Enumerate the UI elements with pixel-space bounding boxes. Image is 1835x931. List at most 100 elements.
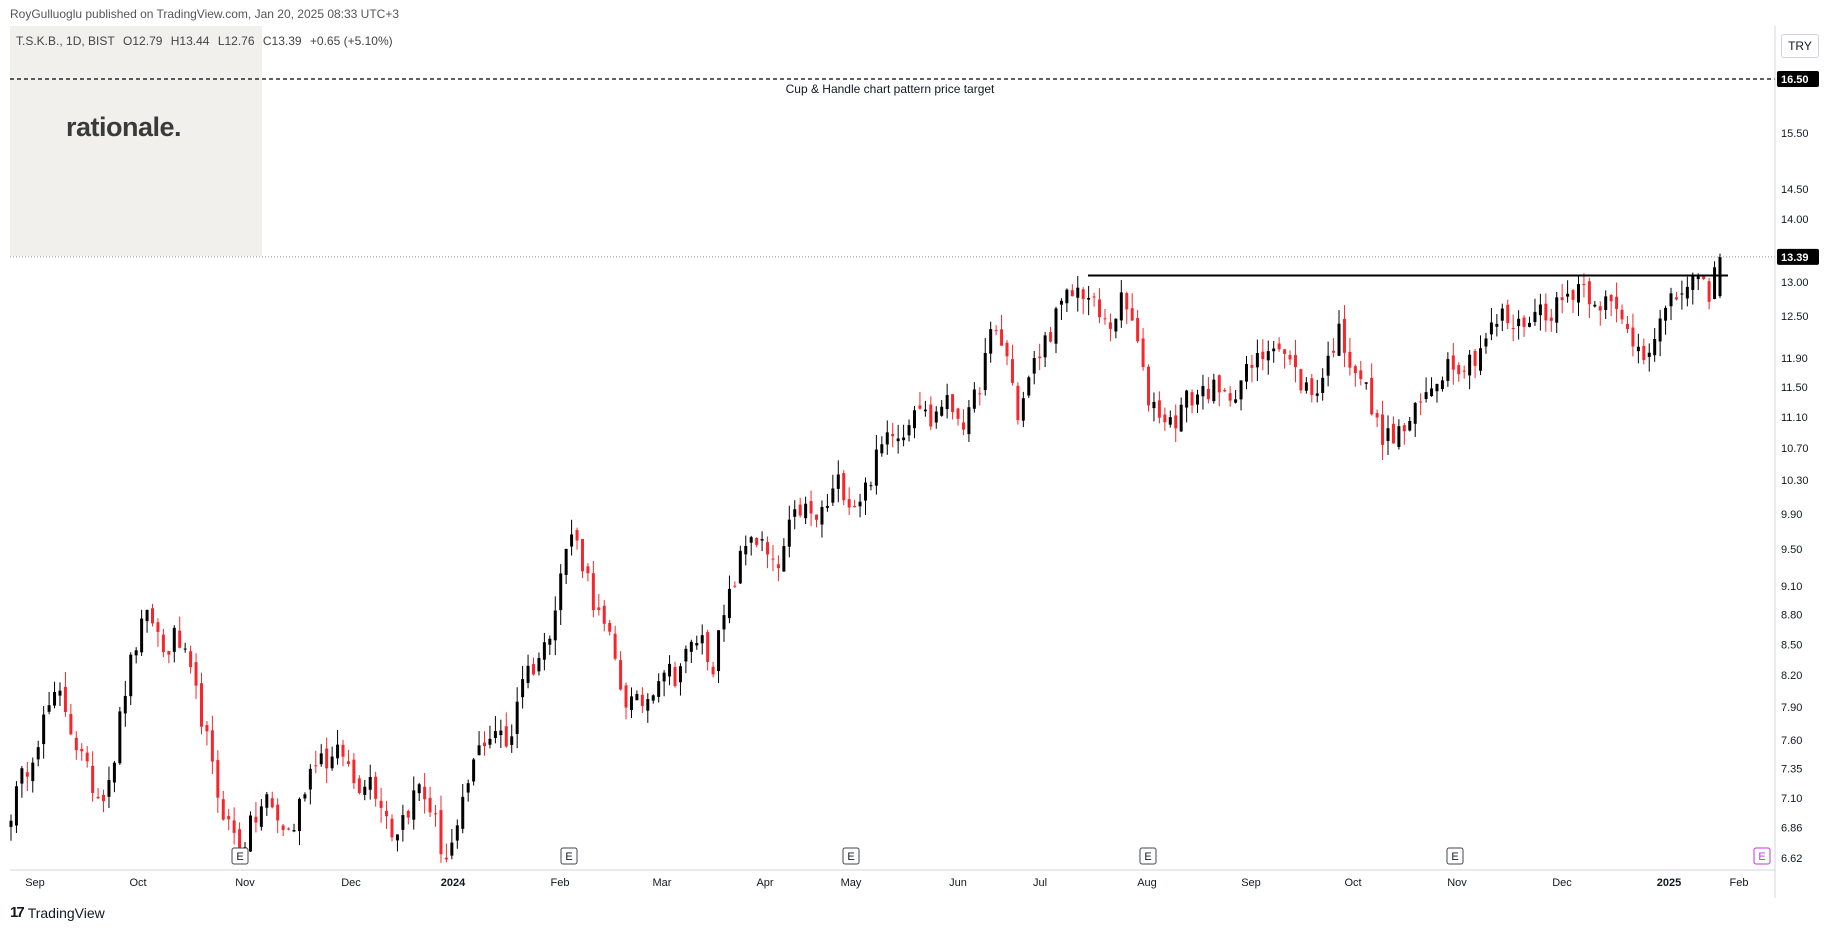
candle	[1582, 273, 1586, 298]
candle-body	[1304, 382, 1308, 391]
candle	[537, 652, 541, 676]
candle	[793, 500, 797, 530]
candle	[700, 624, 704, 655]
candle-body	[1696, 274, 1700, 280]
candle-body	[1359, 370, 1363, 380]
candle-body	[1261, 351, 1265, 360]
candle	[1032, 350, 1036, 385]
candle	[1114, 318, 1118, 339]
candle-body	[42, 714, 46, 745]
earnings-marker[interactable]: E	[231, 847, 249, 865]
candle-body	[287, 828, 291, 830]
candle	[210, 715, 214, 775]
candle	[684, 645, 688, 674]
earnings-marker[interactable]: E	[1446, 847, 1464, 865]
candle-body	[129, 654, 133, 697]
time-axis[interactable]: Sep Oct Nov Dec 2024 Feb Mar Apr May Jun Jul Aug Sep…	[10, 847, 1775, 889]
candle-body	[1342, 318, 1346, 353]
candle-body	[1685, 286, 1689, 299]
candle-body	[874, 449, 878, 486]
candle-body	[270, 798, 274, 808]
candle-body	[477, 745, 481, 756]
candle	[542, 632, 546, 671]
candle	[1348, 337, 1352, 376]
candle	[967, 399, 971, 442]
candle	[1549, 308, 1553, 332]
candle-body	[455, 825, 459, 841]
close-value: C13.39	[262, 34, 302, 48]
candle-body	[521, 679, 525, 698]
candle-body	[1484, 338, 1488, 347]
candle-body	[1571, 290, 1575, 300]
price-axis[interactable]: 15.50 14.50 14.00 13.00 12.50 11.90 11.50 11.10…	[1774, 26, 1819, 898]
candle	[488, 725, 492, 749]
candle-body	[1005, 342, 1009, 357]
candle	[1500, 303, 1504, 332]
candle-body	[1658, 318, 1662, 342]
candle	[1609, 294, 1613, 317]
candle-body	[1631, 327, 1635, 347]
candle-body	[341, 744, 345, 757]
candle-body	[1212, 379, 1216, 402]
candle	[1163, 407, 1167, 431]
candle	[640, 687, 644, 714]
time-tick-label: Sep	[1241, 877, 1261, 889]
candle-body	[564, 548, 568, 575]
candle	[1446, 352, 1450, 387]
candle-body	[314, 765, 318, 767]
candle-body	[548, 638, 552, 645]
candle	[134, 647, 138, 664]
candle-body	[1691, 276, 1695, 290]
earnings-marker[interactable]: E	[1753, 847, 1771, 865]
symbol-name[interactable]: T.S.K.B., 1D, BIST	[16, 34, 115, 48]
currency-button[interactable]: TRY	[1781, 34, 1819, 58]
candle	[1391, 416, 1395, 444]
candle	[815, 514, 819, 528]
candle-body	[717, 630, 721, 672]
candle	[20, 766, 24, 798]
candle	[1353, 364, 1357, 387]
candle	[1669, 287, 1673, 321]
candle-body	[869, 485, 873, 487]
candle-body	[178, 630, 182, 648]
candle-body	[265, 794, 269, 808]
candle	[1010, 344, 1014, 386]
time-tick-label: Mar	[653, 877, 672, 889]
candle-body	[722, 615, 726, 630]
candle-body	[1522, 317, 1526, 327]
candle	[254, 802, 258, 833]
tradingview-logo[interactable]: 17 TradingView	[10, 904, 105, 921]
candle	[1674, 291, 1678, 301]
time-tick-label: Feb	[1730, 877, 1749, 889]
candle	[983, 338, 987, 396]
candle	[1315, 379, 1319, 403]
candle-body	[14, 786, 18, 826]
candle-body	[613, 633, 617, 659]
candle	[1604, 290, 1608, 320]
candle-body	[1533, 311, 1537, 323]
candle-body	[1381, 414, 1385, 445]
candle	[292, 823, 296, 833]
earnings-marker[interactable]: E	[560, 847, 578, 865]
time-tick-label: Jun	[949, 877, 967, 889]
candle-body	[303, 794, 307, 799]
candle	[1261, 339, 1265, 371]
earnings-marker[interactable]: E	[842, 847, 860, 865]
candle	[722, 604, 726, 642]
candle	[1364, 382, 1368, 390]
candle	[1141, 328, 1145, 371]
candle-body	[194, 662, 198, 686]
candle	[1065, 288, 1069, 313]
candle-body	[1402, 425, 1406, 432]
candle-body	[994, 330, 998, 332]
candle	[956, 407, 960, 426]
candle	[662, 670, 666, 697]
candle-body	[499, 730, 503, 736]
candle-body	[591, 573, 595, 611]
candle-body	[967, 407, 971, 435]
candle-body	[526, 665, 530, 684]
candle-body	[831, 488, 835, 503]
earnings-marker[interactable]: E	[1139, 847, 1157, 865]
candle	[1473, 348, 1477, 379]
